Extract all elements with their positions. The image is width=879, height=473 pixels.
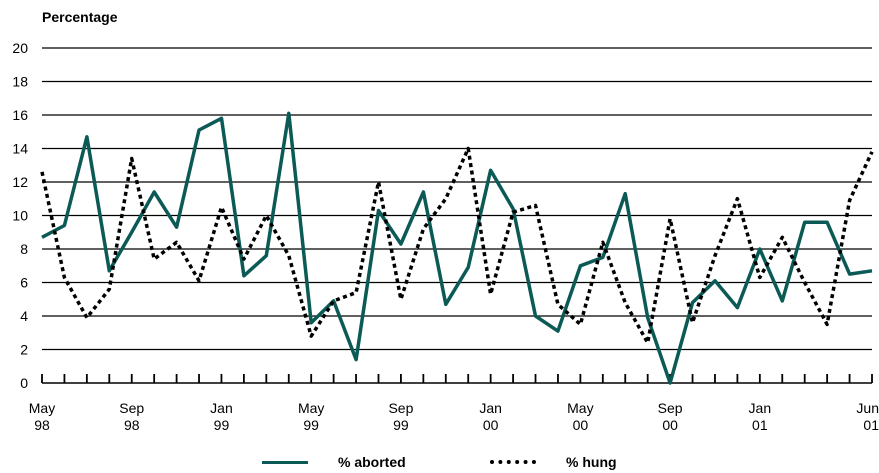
y-tick-label: 6 <box>20 275 28 291</box>
x-tick-label-month: May <box>567 400 593 416</box>
x-tick-label-month: Jan <box>749 400 772 416</box>
y-tick-label: 14 <box>12 141 28 157</box>
legend-swatch-dotted <box>490 460 536 464</box>
x-tick-label-year: 99 <box>214 417 230 433</box>
x-tick-label-year: 99 <box>303 417 319 433</box>
x-tick-label-month: Jan <box>479 400 502 416</box>
y-tick-label: 18 <box>12 74 28 90</box>
x-tick-label-year: 00 <box>662 417 678 433</box>
y-tick-label: 16 <box>12 107 28 123</box>
legend-item-hung: % hung <box>490 452 617 472</box>
x-tick-label-year: 00 <box>483 417 499 433</box>
y-tick-label: 10 <box>12 208 28 224</box>
x-tick-labels: May98Sep98Jan99May99Sep99Jan00May00Sep00… <box>29 400 879 433</box>
x-tick-label-month: May <box>29 400 55 416</box>
x-tick-label-year: 99 <box>393 417 409 433</box>
x-tick-label-year: 00 <box>573 417 589 433</box>
x-tick-label-year: 01 <box>752 417 768 433</box>
legend-label-aborted: % aborted <box>338 454 406 470</box>
x-tick-label-month: Jun <box>856 400 879 416</box>
series-line-hung <box>40 146 874 345</box>
y-tick-label: 4 <box>20 308 28 324</box>
y-axis-label: Percentage <box>42 9 118 25</box>
series-lines <box>40 111 874 385</box>
gridlines <box>42 47 872 351</box>
x-axis <box>41 374 873 384</box>
x-tick-label-month: Jan <box>210 400 233 416</box>
legend-item-aborted: % aborted <box>262 452 406 472</box>
x-tick-label-year: 98 <box>124 417 140 433</box>
x-tick-label-month: Sep <box>388 400 413 416</box>
legend-swatch-solid <box>262 460 308 464</box>
legend-label-hung: % hung <box>566 454 617 470</box>
y-tick-label: 0 <box>20 375 28 391</box>
y-tick-label: 8 <box>20 241 28 257</box>
y-tick-label: 2 <box>20 342 28 358</box>
x-tick-label-year: 01 <box>863 417 879 433</box>
series-line-aborted <box>41 111 873 385</box>
y-tick-labels: 0 2 4 6 8 10 12 14 16 18 20 <box>12 40 28 391</box>
x-tick-label-month: Sep <box>658 400 683 416</box>
x-tick-label-month: May <box>298 400 324 416</box>
y-tick-label: 20 <box>12 40 28 56</box>
x-tick-label-year: 98 <box>34 417 50 433</box>
x-tick-label-month: Sep <box>119 400 144 416</box>
y-tick-label: 12 <box>12 174 28 190</box>
